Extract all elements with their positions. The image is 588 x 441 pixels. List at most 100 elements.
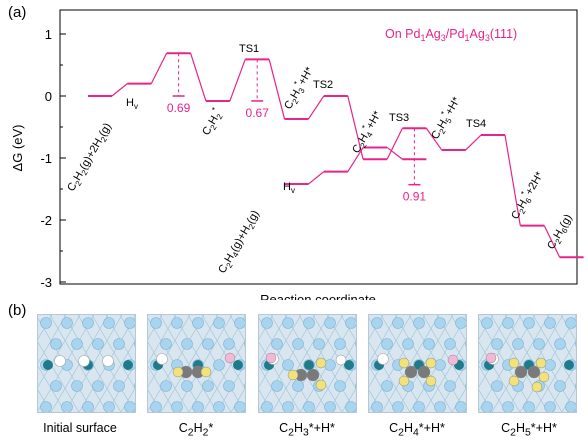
ag-atom xyxy=(303,401,315,412)
ag-atom xyxy=(160,380,172,392)
ag-atom xyxy=(392,401,404,412)
connector-main-5 xyxy=(268,59,286,120)
ag-atom xyxy=(282,317,294,329)
ag-atom xyxy=(103,317,115,329)
ag-atom xyxy=(554,380,566,392)
connector-main-7 xyxy=(347,95,364,160)
hydrogen-atom xyxy=(508,357,520,369)
ag-atom xyxy=(271,380,283,392)
ag-atom xyxy=(544,359,556,371)
ag-atom xyxy=(124,401,135,412)
ag-atom xyxy=(171,317,183,329)
ag-atom xyxy=(40,401,52,412)
lattice-line xyxy=(327,363,356,412)
ag-atom xyxy=(434,317,446,329)
label-c2h62h: C2H6*+2H* xyxy=(507,168,548,223)
lattice-line xyxy=(216,363,245,412)
barrier-value: 0.67 xyxy=(246,106,270,120)
lattice-line xyxy=(451,387,466,412)
hydrogen-atom xyxy=(335,354,347,366)
ag-atom xyxy=(50,380,62,392)
connector-main-12 xyxy=(543,225,561,258)
lattice-line xyxy=(369,315,384,340)
hydrogen-atom xyxy=(200,366,212,378)
ag-atom xyxy=(124,317,135,329)
barrier-value: 0.69 xyxy=(167,101,191,115)
connector-main-2 xyxy=(150,52,168,84)
ag-atom xyxy=(160,338,172,350)
lattice-line xyxy=(259,315,274,340)
ag-atom xyxy=(523,401,535,412)
hydrogen-atom xyxy=(287,369,299,381)
caption-c2h5: C2H5*+H* xyxy=(501,421,557,439)
ag-atom xyxy=(465,341,466,347)
hydrogen-atom xyxy=(531,381,543,393)
y-tick-label: 0 xyxy=(45,89,52,104)
ag-atom xyxy=(345,401,356,412)
ag-atom xyxy=(355,341,356,347)
pd-atom xyxy=(304,360,314,370)
hydrogen-atom xyxy=(315,357,327,369)
y-axis-label: ΔG (eV) xyxy=(10,125,25,172)
label-c2h6g: C2H6(g) xyxy=(545,212,576,252)
ag-atom xyxy=(71,380,83,392)
structure-slab-1 xyxy=(147,314,246,413)
label-ts3: TS3 xyxy=(389,112,409,124)
label-c2h5h: C2H5*+H* xyxy=(427,93,465,142)
lattice-line xyxy=(546,315,576,366)
ag-atom xyxy=(282,401,294,412)
ag-atom xyxy=(491,338,503,350)
lattice-line xyxy=(202,340,245,412)
lattice-line xyxy=(38,365,66,412)
lattice-line xyxy=(369,315,398,364)
ag-atom xyxy=(192,401,204,412)
caption-c2h2: C2H2* xyxy=(178,421,214,439)
ag-atom xyxy=(481,401,493,412)
ag-atom xyxy=(113,338,125,350)
ag-atom xyxy=(271,338,283,350)
ag-atom xyxy=(181,338,193,350)
ag-atom xyxy=(392,317,404,329)
ag-atom xyxy=(92,380,104,392)
ag-atom xyxy=(502,317,514,329)
ag-atom xyxy=(223,380,235,392)
lattice-line xyxy=(148,315,177,364)
ag-atom xyxy=(381,338,393,350)
h-atom xyxy=(54,355,66,367)
ag-atom xyxy=(134,383,135,389)
ag-atom xyxy=(544,317,556,329)
lattice-line xyxy=(38,315,67,364)
label-hv1: Hv xyxy=(126,97,138,111)
ag-atom xyxy=(71,338,83,350)
ag-atom xyxy=(192,317,204,329)
ag-atom xyxy=(575,383,576,389)
label-c2h2ads: C2H2* xyxy=(198,106,227,139)
lattice-line xyxy=(479,365,507,412)
lattice-line xyxy=(215,315,245,366)
lattice-line xyxy=(259,315,288,364)
lattice-line xyxy=(92,340,135,412)
ag-atom xyxy=(345,317,356,329)
panel-b-label: (b) xyxy=(8,302,27,319)
ag-atom xyxy=(491,380,503,392)
y-axis: -3 -2 -1 0 1 xyxy=(40,27,66,290)
lattice-line xyxy=(369,365,397,412)
label-ts2: TS2 xyxy=(313,79,333,91)
carbon-atom xyxy=(404,365,418,379)
pd-atom xyxy=(233,360,243,370)
connector-main-1 xyxy=(111,83,128,97)
ag-atom xyxy=(61,401,73,412)
h-atom xyxy=(78,355,90,367)
ag-atom xyxy=(334,338,346,350)
structure-slab-2 xyxy=(258,314,357,413)
ag-atom xyxy=(234,401,245,412)
ag-atom xyxy=(575,341,576,347)
panel-a-label: (a) xyxy=(8,4,27,21)
ag-atom xyxy=(92,338,104,350)
ag-atom xyxy=(292,380,304,392)
ag-atom xyxy=(40,317,52,329)
pd-atom xyxy=(43,360,53,370)
ag-atom xyxy=(244,383,245,389)
hydrogen-atom xyxy=(538,371,550,383)
structure-slab-0 xyxy=(37,314,136,413)
